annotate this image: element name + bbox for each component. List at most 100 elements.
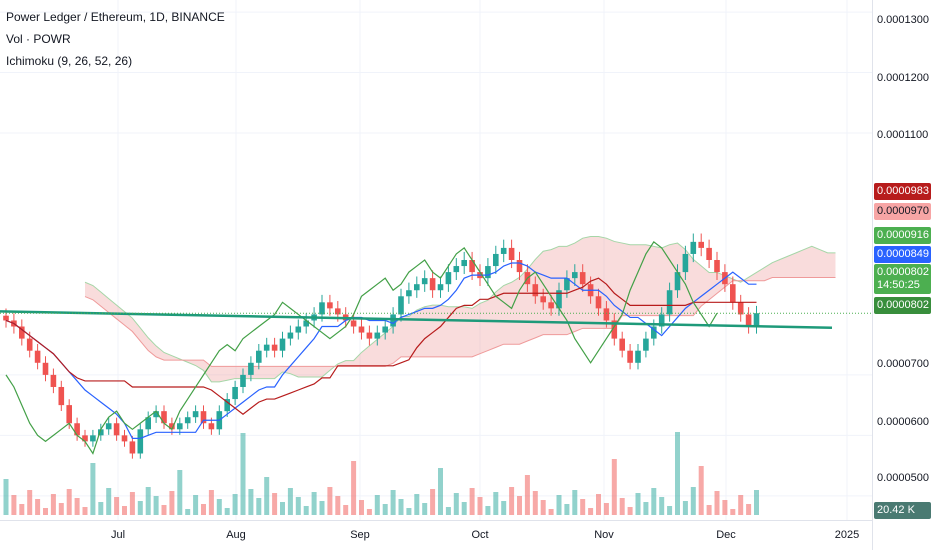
conversion-price-badge: 0.0000849 [874, 246, 931, 263]
volume-bar [280, 502, 285, 515]
volume-bar [596, 494, 601, 515]
volume-bar [82, 507, 88, 515]
base-line-price-badge: 0.0000983 [874, 183, 931, 200]
volume-bar [556, 495, 562, 515]
volume-bar [3, 479, 9, 515]
close-price-badge: 0.0000802 [874, 297, 931, 314]
volume-bar [572, 490, 578, 515]
price-tick: 0.0001100 [877, 129, 929, 141]
volume-bar [485, 506, 491, 515]
volume-bar [438, 468, 443, 515]
candle-body [437, 284, 444, 291]
candle-body [453, 266, 460, 273]
candle-body [382, 326, 388, 333]
lagging-price-badge: 0.0000916 [874, 227, 931, 244]
candle-body [184, 417, 191, 424]
candle-body [161, 411, 167, 424]
price-tick: 0.0000500 [877, 472, 929, 484]
volume-bar [603, 503, 609, 515]
volume-bar [122, 506, 127, 515]
candle-body [224, 399, 230, 412]
time-tick: Jul [110, 529, 126, 541]
candle-body [121, 435, 128, 442]
volume-bar [169, 491, 175, 515]
conversion-line [5, 262, 757, 439]
candle-body [690, 241, 697, 254]
volume-bar [659, 497, 665, 515]
time-tick: Oct [471, 529, 489, 541]
volume-bar [730, 509, 736, 515]
volume-bar [303, 506, 309, 515]
candle-body [635, 350, 641, 363]
volume-bar [382, 504, 388, 515]
volume-bar [359, 500, 364, 515]
candle-body [698, 241, 704, 248]
candle-body [540, 296, 546, 303]
volume-bar [501, 501, 507, 515]
candle-body [26, 338, 33, 351]
price-tick: 0.0001200 [877, 72, 929, 84]
candle-body [74, 423, 80, 436]
price-tick: 0.0001300 [877, 14, 929, 26]
ichimoku-legend[interactable]: Ichimoku (9, 26, 52, 26) [6, 54, 133, 68]
candle-body [579, 272, 586, 285]
volume-bar [532, 491, 538, 515]
volume-bar [232, 494, 238, 515]
price-tick: 0.0000600 [877, 416, 929, 428]
volume-legend[interactable]: Vol · POWR [6, 32, 71, 46]
volume-bar [675, 432, 680, 515]
volume-bar [461, 502, 467, 515]
candle-body [263, 344, 270, 351]
volume-bar [224, 508, 230, 515]
volume-bar [611, 459, 617, 515]
volume-bar [208, 490, 214, 515]
volume-bar [635, 493, 641, 515]
candle-body [674, 272, 681, 291]
candle-body [335, 308, 341, 315]
time-axis[interactable]: Jul Aug Sep Oct Nov Dec 2025 [0, 520, 872, 550]
volume-bar [161, 505, 167, 515]
volume-bar [406, 508, 412, 515]
volume-bar [185, 509, 191, 515]
cloud-price-badge: 0.0000970 [874, 203, 931, 220]
chart-area[interactable]: Power Ledger / Ethereum, 1D, BINANCE Vol… [0, 0, 872, 520]
candle-body [532, 284, 539, 297]
candle-body [327, 302, 333, 309]
candle-body [200, 411, 207, 424]
volume-bar [248, 489, 254, 515]
volume-bar [540, 500, 546, 515]
candle-body [42, 362, 49, 375]
volume-bar [422, 503, 428, 515]
chart-title[interactable]: Power Ledger / Ethereum, 1D, BINANCE [6, 10, 225, 24]
volume-bar [66, 489, 72, 515]
volume-bar [588, 508, 594, 515]
volume-bar [754, 490, 759, 515]
candle-body [619, 338, 625, 351]
candle-body [192, 411, 199, 418]
candle-body [137, 429, 144, 454]
trendline [0, 310, 833, 329]
candle-body [153, 411, 159, 418]
volume-bar [351, 461, 357, 515]
candle-body [208, 423, 215, 430]
candle-body [658, 314, 665, 327]
lagging-span-line [5, 240, 718, 455]
volume-bar [295, 497, 301, 515]
time-tick: Dec [716, 529, 736, 541]
volume-bar [746, 504, 752, 515]
volume-bar [256, 498, 262, 515]
volume-bar [335, 496, 341, 515]
time-tick: Sep [350, 529, 370, 541]
volume-bar [398, 499, 404, 515]
candle-body [753, 313, 760, 327]
price-chart[interactable] [0, 0, 872, 520]
volume-bar [445, 507, 451, 515]
volume-bar [50, 494, 56, 515]
candle-body [248, 362, 254, 375]
volume-bar [469, 488, 475, 515]
candle-body [516, 260, 523, 273]
candle-body [643, 338, 649, 351]
price-axis[interactable]: 0.0001300 0.0001200 0.0001100 0.0000700 … [872, 0, 932, 550]
volume-bar [343, 505, 349, 515]
volume-bar [643, 502, 649, 515]
